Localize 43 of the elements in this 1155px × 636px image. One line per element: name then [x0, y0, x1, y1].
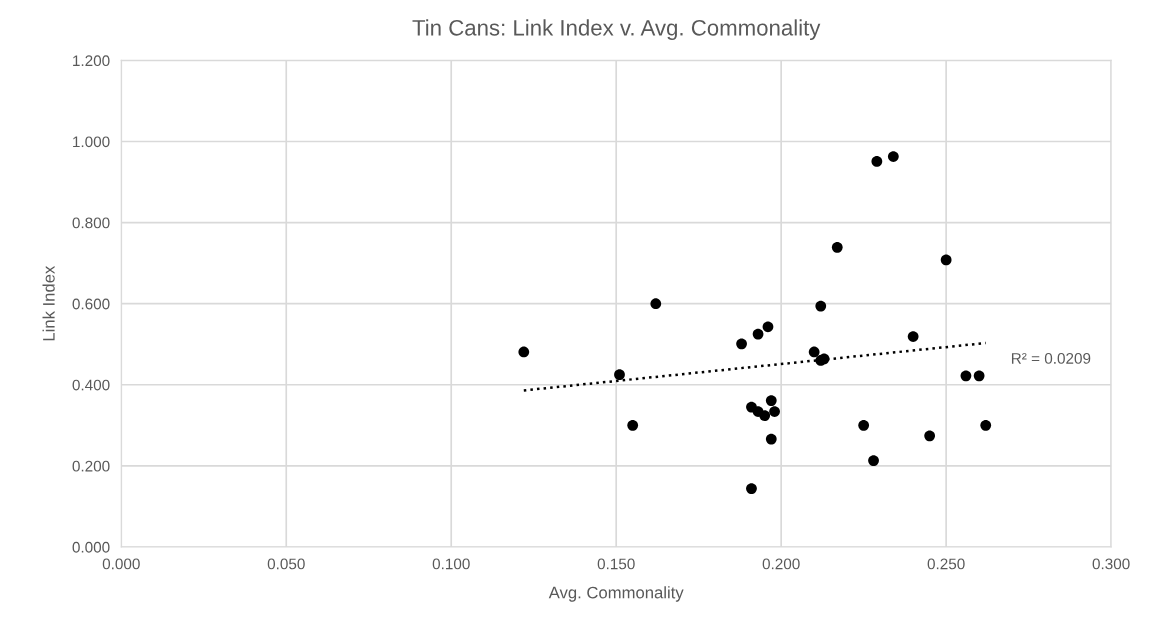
point [765, 433, 777, 445]
point [924, 430, 936, 442]
point [831, 241, 843, 253]
point [858, 419, 870, 431]
point [736, 338, 747, 350]
y-tick-label: 0.800 [72, 217, 110, 229]
point [518, 346, 530, 358]
x-tick-label: 0.200 [762, 558, 800, 570]
point [752, 328, 764, 340]
y-tick-label: 0.600 [72, 298, 110, 310]
point [940, 254, 952, 266]
x-tick-label: 0.100 [432, 558, 470, 570]
point [650, 298, 662, 310]
y-tick-label: 0.400 [72, 379, 110, 391]
point [765, 395, 777, 406]
point [887, 151, 899, 162]
point [973, 370, 985, 382]
y-tick-label: 1.000 [73, 136, 110, 148]
y-tick-label: 0.000 [72, 541, 110, 553]
point [759, 410, 771, 421]
point [614, 369, 625, 381]
point [868, 455, 879, 466]
x-tick-label: 0.150 [597, 558, 635, 570]
point [627, 419, 639, 431]
x-tick-label: 0.250 [927, 558, 965, 570]
point [769, 406, 780, 417]
point [808, 346, 820, 358]
point [762, 321, 774, 333]
x-tick-label: 0.000 [102, 558, 140, 570]
point [907, 331, 919, 342]
point [871, 156, 883, 167]
y-tick-label: 0.200 [72, 460, 110, 472]
x-tick-label: 0.050 [267, 558, 305, 570]
point [980, 419, 992, 431]
y-tick-label: 1.200 [73, 55, 110, 67]
point [815, 300, 827, 312]
y-axis-title: Link Index [42, 265, 55, 341]
x-axis-title: Avg. Commonality [548, 586, 684, 602]
annotation: R² = 0.0209 [1011, 352, 1091, 364]
point [960, 370, 972, 382]
point [746, 483, 757, 494]
chart-title: Tin Cans: Link Index v. Avg. Commonality [412, 19, 821, 41]
x-tick-label: 0.300 [1092, 558, 1130, 570]
